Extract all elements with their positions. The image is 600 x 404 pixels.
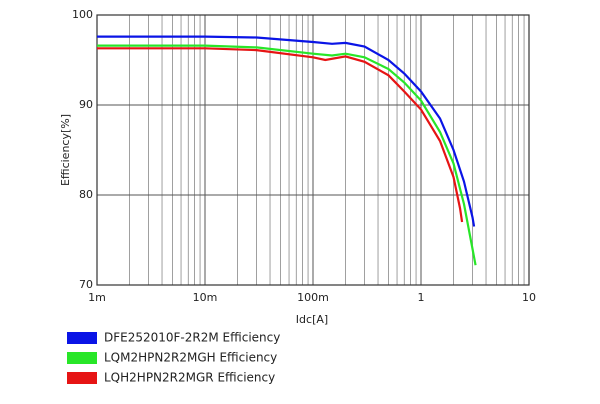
x-tick-label: 10m (193, 291, 218, 304)
legend-swatch (67, 372, 97, 384)
x-tick-label: 100m (297, 291, 329, 304)
legend-swatch (67, 352, 97, 364)
x-axis-label: Idc[A] (296, 313, 328, 326)
plot-frame (96, 14, 530, 286)
y-tick-label: 70 (79, 278, 93, 291)
y-tick-label: 90 (79, 98, 93, 111)
series-line (97, 44, 477, 266)
y-tick-label: 100 (72, 8, 93, 21)
x-tick-label: 1 (418, 291, 425, 304)
y-axis-label: Efficiency[%] (59, 114, 72, 186)
y-tick-label: 80 (79, 188, 93, 201)
legend-label: LQM2HPN2R2MGH Efficiency (104, 351, 277, 365)
legend-label: LQH2HPN2R2MGR Efficiency (104, 371, 275, 385)
x-tick-label: 1m (88, 291, 106, 304)
x-tick-label: 10 (522, 291, 536, 304)
legend-label: DFE252010F-2R2M Efficiency (104, 331, 280, 345)
legend-swatch (67, 332, 97, 344)
series-line (97, 35, 476, 227)
series-line (97, 47, 464, 223)
